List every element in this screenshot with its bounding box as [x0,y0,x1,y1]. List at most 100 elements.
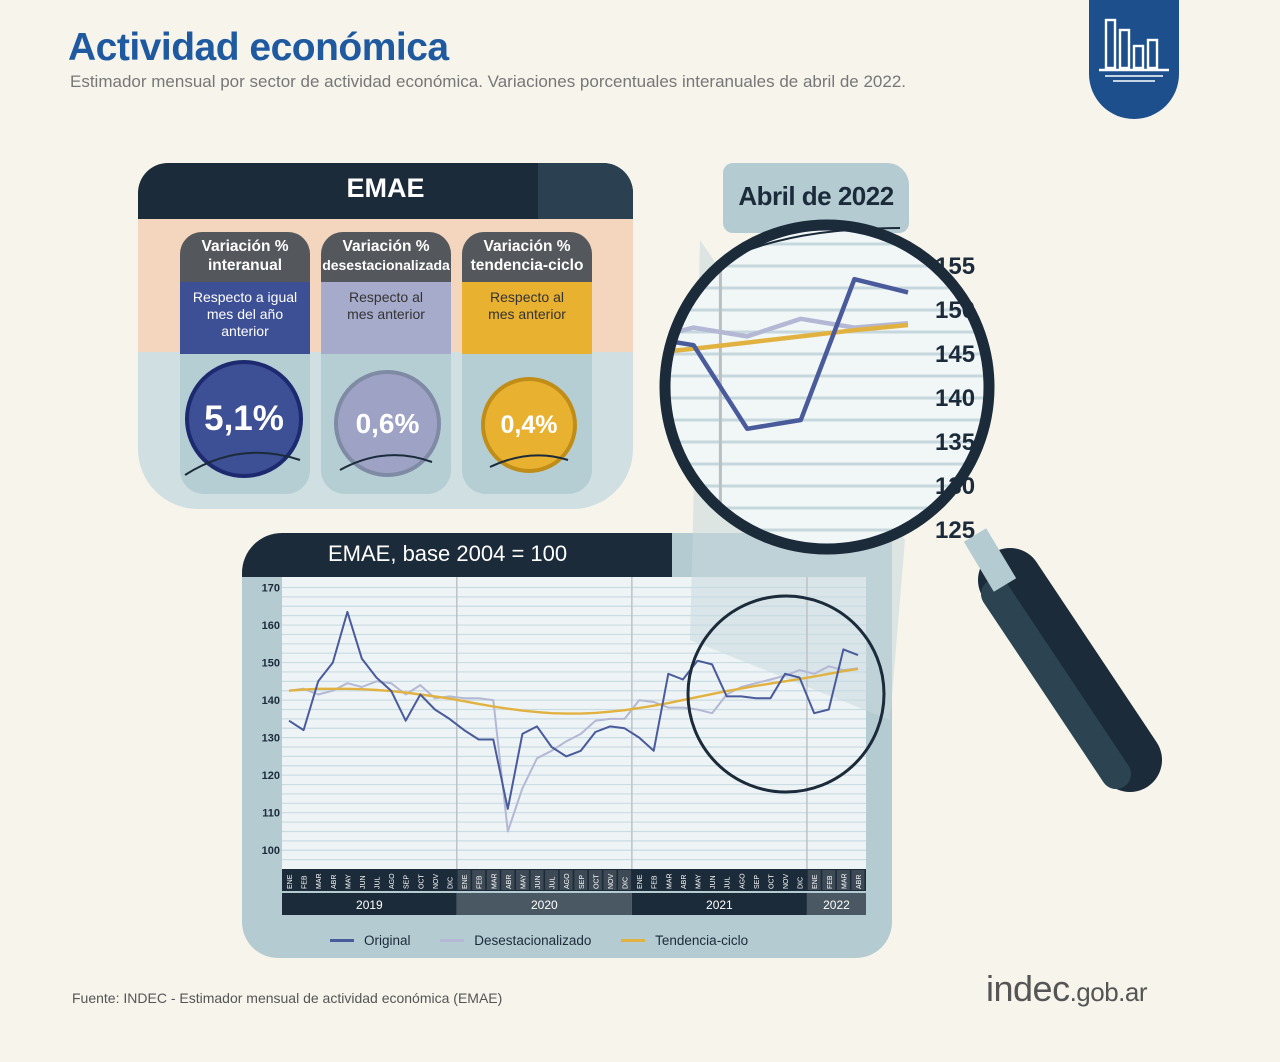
lens-glare-stroke [737,227,901,255]
card-desc-line1: Respecto a igual [192,289,298,305]
month-label: MAY [520,874,527,889]
month-cell [647,870,661,890]
month-label: FEB [652,875,659,889]
card-title-line1: Variación % [483,238,571,255]
card-description: Respecto al mes anterior [462,282,592,354]
month-cell [661,870,675,890]
month-label: ABR [856,875,863,889]
card-desc-line1: Respecto al [490,289,564,305]
card-title: Variación % interanual [180,232,310,282]
magnifier-lens [665,225,989,549]
month-cell [778,870,792,890]
year-label: 2021 [706,898,733,912]
month-cell [720,870,734,890]
lens-tick-label: 140 [935,385,975,412]
month-label: MAR [491,873,498,889]
month-cell [734,870,748,890]
month-label: JUL [375,876,382,889]
month-label: MAR [666,873,673,889]
month-label: DIC [798,877,805,889]
card-desc-line2: mes anterior [488,306,566,322]
zoom-highlight-circle [686,594,886,794]
month-label: ABR [506,875,513,889]
y-tick-label: 160 [262,620,280,632]
month-label: OCT [768,874,775,890]
month-label: JUL [725,876,732,889]
month-cell [588,870,602,890]
legend-swatch [621,939,646,942]
month-cell [297,870,311,890]
month-cell [530,870,544,890]
month-label: MAR [841,873,848,889]
y-tick-label: 110 [262,808,280,820]
month-cell [749,870,763,890]
legend-swatch [440,939,465,942]
card-title-line2: interanual [207,257,283,274]
magnifier-rim [659,219,995,555]
month-cell [384,870,398,890]
card-description: Respecto a igual mes del año anterior [180,282,310,354]
circle-stroke-1 [184,451,301,476]
month-label: ENE [287,874,294,889]
indec-brand[interactable]: indec.gob.ar [986,968,1148,1010]
card-desestacionalizada: Variación % desestacionalizada Respecto … [321,232,451,494]
month-cell [559,870,573,890]
month-cell [457,870,471,890]
month-label: MAY [345,874,352,889]
emae-header-shade [538,163,633,219]
brand-suffix: .gob.ar [1069,977,1148,1007]
year-label: 2019 [356,898,383,912]
month-label: OCT [593,874,600,890]
year-band [631,893,807,915]
legend-original: Original [330,933,411,948]
month-label: AGO [564,873,571,889]
month-cell [763,870,777,890]
month-label: AGO [739,873,746,889]
legend-label: Desestacionalizado [474,933,592,948]
month-label: FEB [302,875,309,889]
magnifier-label: Abril de 2022 [738,181,894,211]
value-interanual: 5,1% [185,360,303,478]
month-cell [399,870,413,890]
month-cell [676,870,690,890]
month-label: JUN [360,875,367,889]
month-label: ENE [637,874,644,889]
month-label: ENE [462,874,469,889]
chart-year-labels: 2019 2020 2021 2022 [282,893,866,915]
month-label: JUL [550,876,557,889]
month-cell [486,870,500,890]
card-title-line2: tendencia-ciclo [470,257,584,274]
chart-month-labels: ENE FEB MAR ABR MAY JUN JUL AGO SEP OCT NOV DIC ENE F… [282,869,866,891]
month-cell [428,870,442,890]
month-label: FEB [477,875,484,889]
year-band [806,893,866,915]
lens-tick-label: 125 [935,517,975,544]
lens-series-desestacionalizado [665,316,909,343]
emae-panel: EMAE Variación % interanual Respecto a i… [138,163,633,509]
month-cell [836,870,850,890]
month-label: ABR [681,875,688,889]
month-cell [807,870,821,890]
y-tick-label: 130 [262,733,280,745]
month-label: OCT [418,874,425,890]
magnifier-neck [963,528,1017,592]
page-subtitle: Estimador mensual por sector de activida… [70,72,906,91]
lens-series-original [665,276,909,432]
month-label: SEP [404,875,411,889]
month-cell [632,870,646,890]
brand-main: indec [986,968,1070,1009]
month-label: JUN [710,875,717,889]
month-cell [355,870,369,890]
card-tendencia-ciclo: Variación % tendencia-ciclo Respecto al … [462,232,592,494]
y-tick-label: 100 [262,845,280,857]
lens-tick-label: 135 [935,429,975,456]
month-cell [282,870,296,890]
legend-label: Tendencia-ciclo [655,933,749,948]
circle-stroke-3 [489,454,569,468]
value-desestacionalizada: 0,6% [334,370,441,477]
magnifier-handle-shade [981,579,1131,789]
legend-desestacionalizado: Desestacionalizado [440,933,591,948]
month-band [282,869,866,891]
y-tick-label: 140 [262,695,280,707]
